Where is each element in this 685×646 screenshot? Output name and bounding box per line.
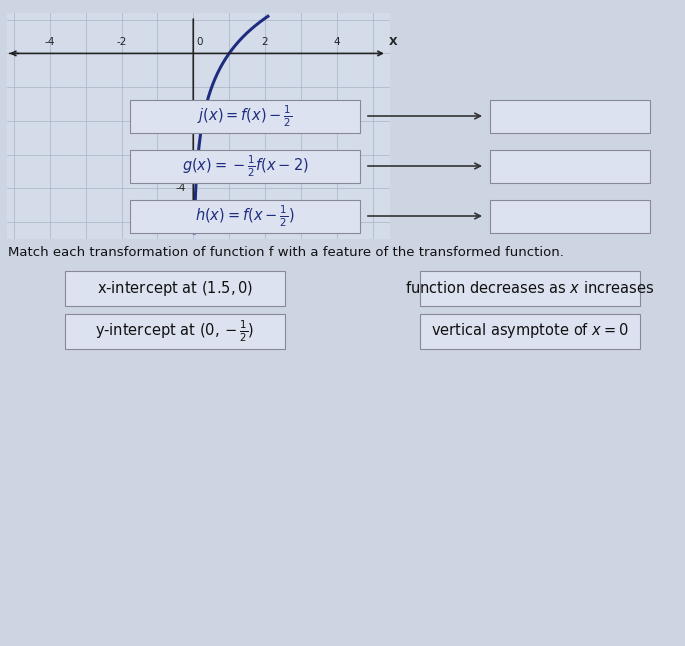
Text: x-intercept at $(1.5,0)$: x-intercept at $(1.5,0)$ xyxy=(97,278,253,298)
FancyBboxPatch shape xyxy=(490,99,650,132)
Text: X: X xyxy=(388,37,397,47)
Text: $h(x) = f(x - \frac{1}{2})$: $h(x) = f(x - \frac{1}{2})$ xyxy=(195,203,295,229)
FancyBboxPatch shape xyxy=(420,271,640,306)
FancyBboxPatch shape xyxy=(490,200,650,233)
Text: $j(x) = f(x) - \frac{1}{2}$: $j(x) = f(x) - \frac{1}{2}$ xyxy=(197,103,292,129)
Text: vertical asymptote of $x = 0$: vertical asymptote of $x = 0$ xyxy=(431,322,629,340)
Text: 2: 2 xyxy=(262,37,269,47)
Text: function decreases as $x$ increases: function decreases as $x$ increases xyxy=(406,280,655,296)
Text: -4: -4 xyxy=(45,37,55,47)
FancyBboxPatch shape xyxy=(130,99,360,132)
Text: 4: 4 xyxy=(334,37,340,47)
FancyBboxPatch shape xyxy=(420,313,640,348)
Text: 0: 0 xyxy=(197,37,203,47)
Text: Match each transformation of function f with a feature of the transformed functi: Match each transformation of function f … xyxy=(8,246,564,259)
FancyBboxPatch shape xyxy=(65,313,285,348)
Text: y-intercept at $(0,-\frac{1}{2})$: y-intercept at $(0,-\frac{1}{2})$ xyxy=(95,318,255,344)
FancyBboxPatch shape xyxy=(65,271,285,306)
Text: -4: -4 xyxy=(176,183,186,193)
FancyBboxPatch shape xyxy=(490,149,650,183)
Text: -2: -2 xyxy=(116,37,127,47)
Text: $g(x) = -\frac{1}{2}f(x - 2)$: $g(x) = -\frac{1}{2}f(x - 2)$ xyxy=(182,153,308,179)
Text: -2: -2 xyxy=(176,116,186,126)
FancyBboxPatch shape xyxy=(130,149,360,183)
FancyBboxPatch shape xyxy=(130,200,360,233)
